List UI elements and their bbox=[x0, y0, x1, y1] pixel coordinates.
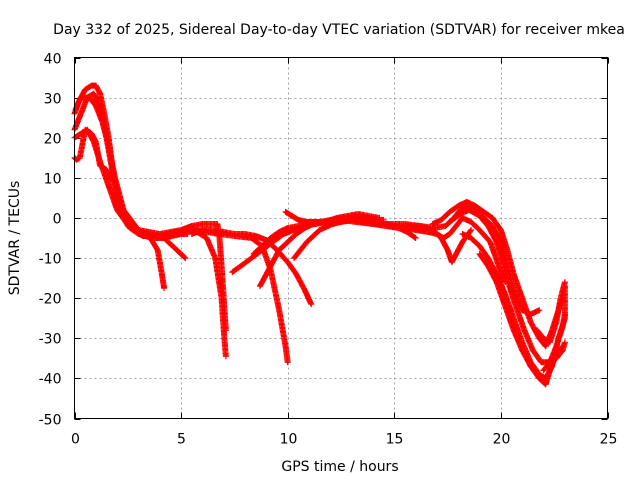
y-tick-label: 10 bbox=[44, 172, 62, 188]
y-tick-label: -20 bbox=[39, 292, 62, 308]
x-tick-label: 20 bbox=[493, 432, 511, 448]
series-arc-10 bbox=[257, 214, 381, 290]
y-tick-label: -40 bbox=[39, 372, 62, 388]
axis-ticks: -50 -40 -30 -20 -10 0 10 20 30 40 0 5 10 15 20 25 bbox=[39, 52, 618, 448]
y-tick-label: 20 bbox=[44, 132, 62, 148]
x-tick-label: 15 bbox=[386, 432, 404, 448]
y-tick-label: -30 bbox=[39, 332, 62, 348]
x-tick-label: 10 bbox=[280, 432, 298, 448]
series-arc-22 bbox=[540, 339, 568, 374]
series-markers bbox=[257, 214, 381, 290]
y-tick-label: 40 bbox=[44, 52, 62, 68]
plot-frame bbox=[74, 57, 608, 419]
series-arc-4 bbox=[71, 126, 229, 360]
y-axis-label: SDTVAR / TECUs bbox=[7, 181, 23, 296]
series-arc-5 bbox=[72, 94, 229, 334]
series-markers bbox=[540, 339, 568, 374]
x-tick-label: 25 bbox=[600, 432, 618, 448]
series-markers bbox=[188, 227, 315, 308]
series-markers bbox=[72, 94, 229, 334]
y-tick-label: -50 bbox=[39, 413, 62, 429]
series-arc-21 bbox=[534, 279, 568, 346]
plot-area bbox=[71, 82, 568, 388]
series-markers bbox=[534, 279, 568, 346]
y-tick-label: 0 bbox=[53, 212, 62, 228]
y-tick-label: 30 bbox=[44, 92, 62, 108]
series-markers bbox=[71, 126, 229, 360]
x-tick-label: 0 bbox=[71, 432, 80, 448]
y-tick-label: -10 bbox=[39, 252, 62, 268]
chart-title: Day 332 of 2025, Sidereal Day-to-day VTE… bbox=[53, 22, 625, 38]
series-arc-7 bbox=[188, 227, 315, 308]
series-markers bbox=[380, 214, 509, 286]
x-axis-label: GPS time / hours bbox=[281, 459, 398, 475]
series-arc-15 bbox=[380, 214, 509, 286]
x-tick-label: 5 bbox=[177, 432, 186, 448]
